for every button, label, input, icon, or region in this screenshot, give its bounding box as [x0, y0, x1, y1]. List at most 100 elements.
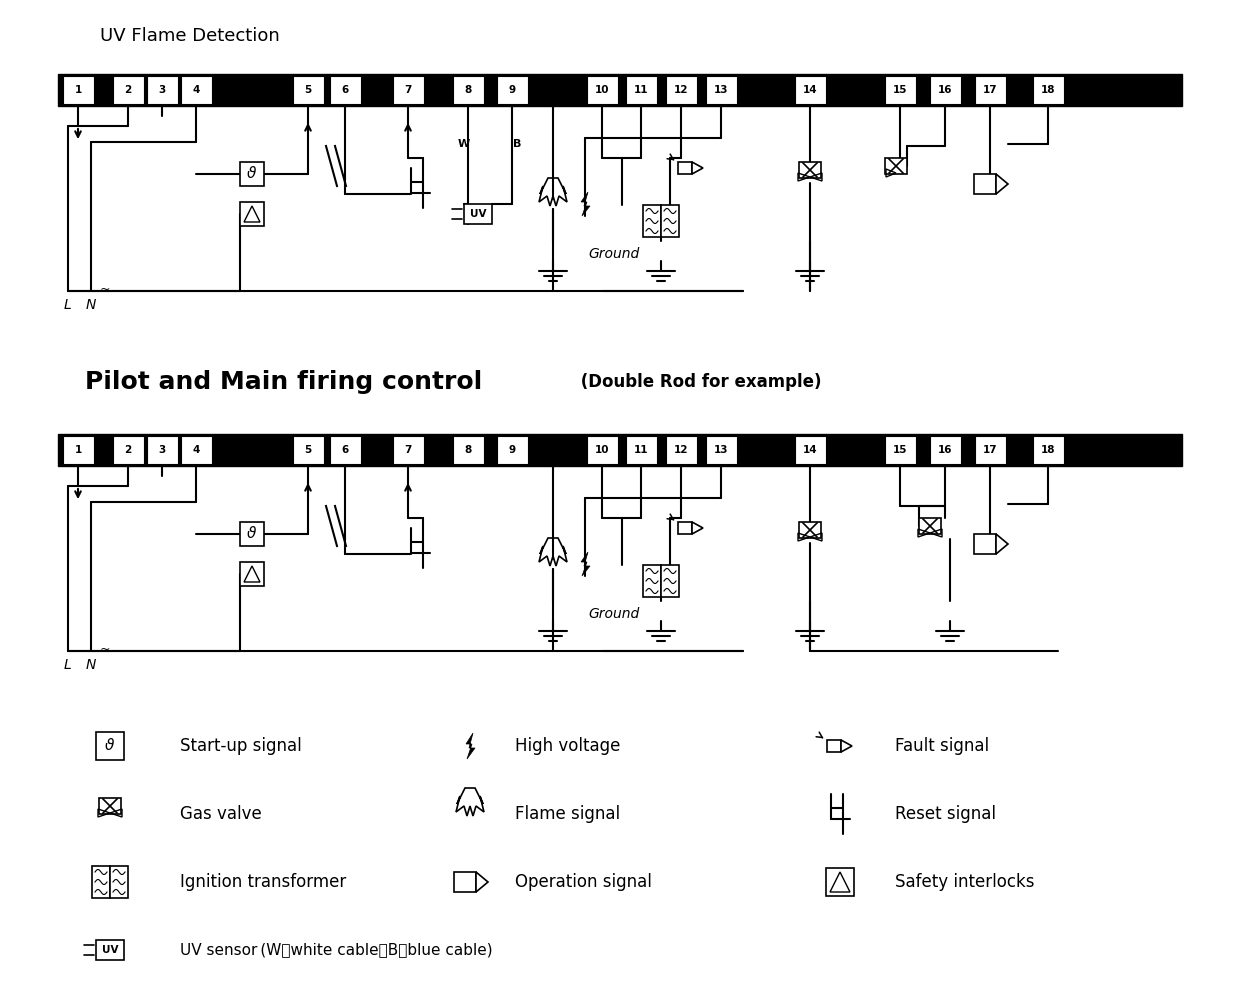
Text: 18: 18 — [1041, 445, 1056, 455]
Polygon shape — [476, 872, 488, 892]
Bar — [827, 740, 841, 752]
Text: 2: 2 — [124, 445, 132, 455]
Bar — [678, 162, 692, 174]
Bar — [62, 436, 93, 464]
Bar — [113, 76, 144, 104]
Bar — [886, 158, 907, 174]
Text: 13: 13 — [714, 445, 728, 455]
Bar — [929, 436, 960, 464]
Bar — [1032, 76, 1063, 104]
Bar — [643, 205, 661, 237]
Text: N: N — [86, 298, 96, 312]
Bar — [799, 522, 821, 538]
Bar — [497, 76, 528, 104]
Text: 5: 5 — [304, 445, 312, 455]
Bar — [929, 76, 960, 104]
Bar — [666, 76, 697, 104]
Text: 5: 5 — [304, 85, 312, 95]
Text: Ignition transformer: Ignition transformer — [180, 873, 347, 891]
Text: 17: 17 — [982, 85, 997, 95]
Bar — [147, 76, 178, 104]
Text: Fault signal: Fault signal — [895, 737, 989, 755]
Bar — [678, 522, 692, 534]
Bar — [497, 436, 528, 464]
Text: Flame signal: Flame signal — [515, 805, 620, 823]
Bar — [974, 174, 996, 194]
Polygon shape — [692, 162, 703, 174]
Text: UV sensor (W：white cable；B：blue cable): UV sensor (W：white cable；B：blue cable) — [180, 942, 493, 957]
Bar — [293, 76, 323, 104]
Text: (Double Rod for example): (Double Rod for example) — [575, 373, 821, 391]
Text: Reset signal: Reset signal — [895, 805, 996, 823]
Text: 11: 11 — [633, 85, 648, 95]
Text: Start-up signal: Start-up signal — [180, 737, 302, 755]
Text: 15: 15 — [893, 445, 907, 455]
Text: 6: 6 — [342, 85, 349, 95]
Bar — [974, 534, 996, 554]
Bar — [795, 436, 826, 464]
Text: UV: UV — [469, 209, 487, 219]
Bar — [147, 436, 178, 464]
Text: 8: 8 — [465, 85, 472, 95]
Text: N: N — [86, 658, 96, 672]
Text: Pilot and Main firing control: Pilot and Main firing control — [84, 370, 482, 394]
Text: 14: 14 — [802, 85, 817, 95]
Text: B: B — [513, 139, 522, 149]
Text: UV: UV — [102, 945, 118, 955]
Bar — [661, 565, 679, 597]
Text: 9: 9 — [508, 85, 515, 95]
Bar — [329, 436, 360, 464]
Text: $\vartheta$: $\vartheta$ — [104, 737, 116, 753]
Bar — [240, 202, 265, 226]
Bar — [586, 436, 617, 464]
Bar — [795, 76, 826, 104]
Bar — [293, 436, 323, 464]
Text: 2: 2 — [124, 85, 132, 95]
Polygon shape — [581, 192, 590, 216]
Text: W: W — [458, 139, 471, 149]
Text: 15: 15 — [893, 85, 907, 95]
Text: L: L — [65, 658, 72, 672]
Bar — [96, 940, 124, 960]
Text: $\vartheta$: $\vartheta$ — [246, 525, 257, 541]
Polygon shape — [581, 552, 590, 576]
Text: 1: 1 — [75, 85, 82, 95]
Bar — [58, 434, 1182, 466]
Bar — [392, 436, 424, 464]
Text: $\vartheta$: $\vartheta$ — [246, 165, 257, 181]
Text: Operation signal: Operation signal — [515, 873, 652, 891]
Bar — [113, 436, 144, 464]
Text: 4: 4 — [193, 85, 200, 95]
Bar — [180, 76, 211, 104]
Text: Gas valve: Gas valve — [180, 805, 262, 823]
Text: High voltage: High voltage — [515, 737, 620, 755]
Text: 8: 8 — [465, 445, 472, 455]
Text: 16: 16 — [938, 85, 953, 95]
Text: 4: 4 — [193, 445, 200, 455]
Bar — [666, 436, 697, 464]
Text: 9: 9 — [508, 445, 515, 455]
Bar — [884, 436, 915, 464]
Text: 16: 16 — [938, 445, 953, 455]
Bar — [643, 565, 661, 597]
Polygon shape — [841, 740, 852, 752]
Bar — [884, 76, 915, 104]
Text: 7: 7 — [405, 85, 411, 95]
Bar — [661, 205, 679, 237]
Bar — [1032, 436, 1063, 464]
Bar — [452, 76, 483, 104]
Text: 10: 10 — [595, 85, 610, 95]
Bar — [586, 76, 617, 104]
Text: ~: ~ — [99, 283, 111, 296]
Text: 1: 1 — [75, 445, 82, 455]
Bar — [99, 798, 120, 814]
Bar — [975, 76, 1006, 104]
Bar — [452, 436, 483, 464]
Text: 6: 6 — [342, 445, 349, 455]
Bar — [465, 204, 492, 224]
Text: ~: ~ — [99, 642, 111, 655]
Bar — [240, 522, 265, 546]
Text: UV Flame Detection: UV Flame Detection — [101, 27, 279, 45]
Bar — [919, 518, 941, 534]
Polygon shape — [996, 534, 1009, 554]
